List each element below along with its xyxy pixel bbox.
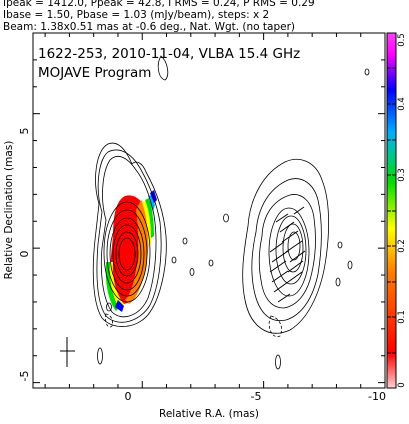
colorbar-tick-0.5: 0.5 xyxy=(397,33,407,47)
plot-subtitle: MOJAVE Program xyxy=(38,65,151,81)
x-tick-label-minus5: -5 xyxy=(251,390,262,403)
colorbar-ticks xyxy=(387,67,396,354)
plot-frame xyxy=(32,32,386,389)
header-line-1: Ipeak = 1412.0, Ppeak = 42.8, I RMS = 0.… xyxy=(3,0,315,9)
image-content xyxy=(92,55,370,370)
colorbar-tick-0: 0 xyxy=(397,382,407,387)
y-tick-label-5: 5 xyxy=(18,128,31,135)
colorbar-tick-0.1: 0.1 xyxy=(397,310,407,324)
plot-title: 1622-253, 2010-11-04, VLBA 15.4 GHz xyxy=(38,46,300,62)
x-tick-label-0: 0 xyxy=(125,390,132,403)
colorbar-tick-0.2: 0.2 xyxy=(397,239,407,253)
y-axis-label: Relative Declination (mas) xyxy=(3,141,15,280)
x-axis-label: Relative R.A. (mas) xyxy=(159,408,259,420)
header-line-2: Ibase = 1.50, Pbase = 1.03 (mJy/beam), s… xyxy=(3,9,270,21)
core-contours xyxy=(92,142,167,327)
axis-ticks xyxy=(33,32,386,388)
negative-contour xyxy=(105,313,113,328)
beam-cross xyxy=(60,337,75,367)
x-tick-label-minus10: -10 xyxy=(368,390,386,403)
header-line-3: Beam: 1.38x0.51 mas at -0.6 deg., Nat. W… xyxy=(3,21,296,33)
colorbar-tick-0.3: 0.3 xyxy=(397,168,407,182)
noise-contours xyxy=(97,55,370,370)
y-tick-label-0: 0 xyxy=(18,251,31,258)
y-tick-label-minus5: -5 xyxy=(18,371,31,382)
jet-contours xyxy=(242,158,330,334)
colorbar-tick-0.4: 0.4 xyxy=(397,97,407,111)
jet-polarization-vectors xyxy=(269,206,306,303)
